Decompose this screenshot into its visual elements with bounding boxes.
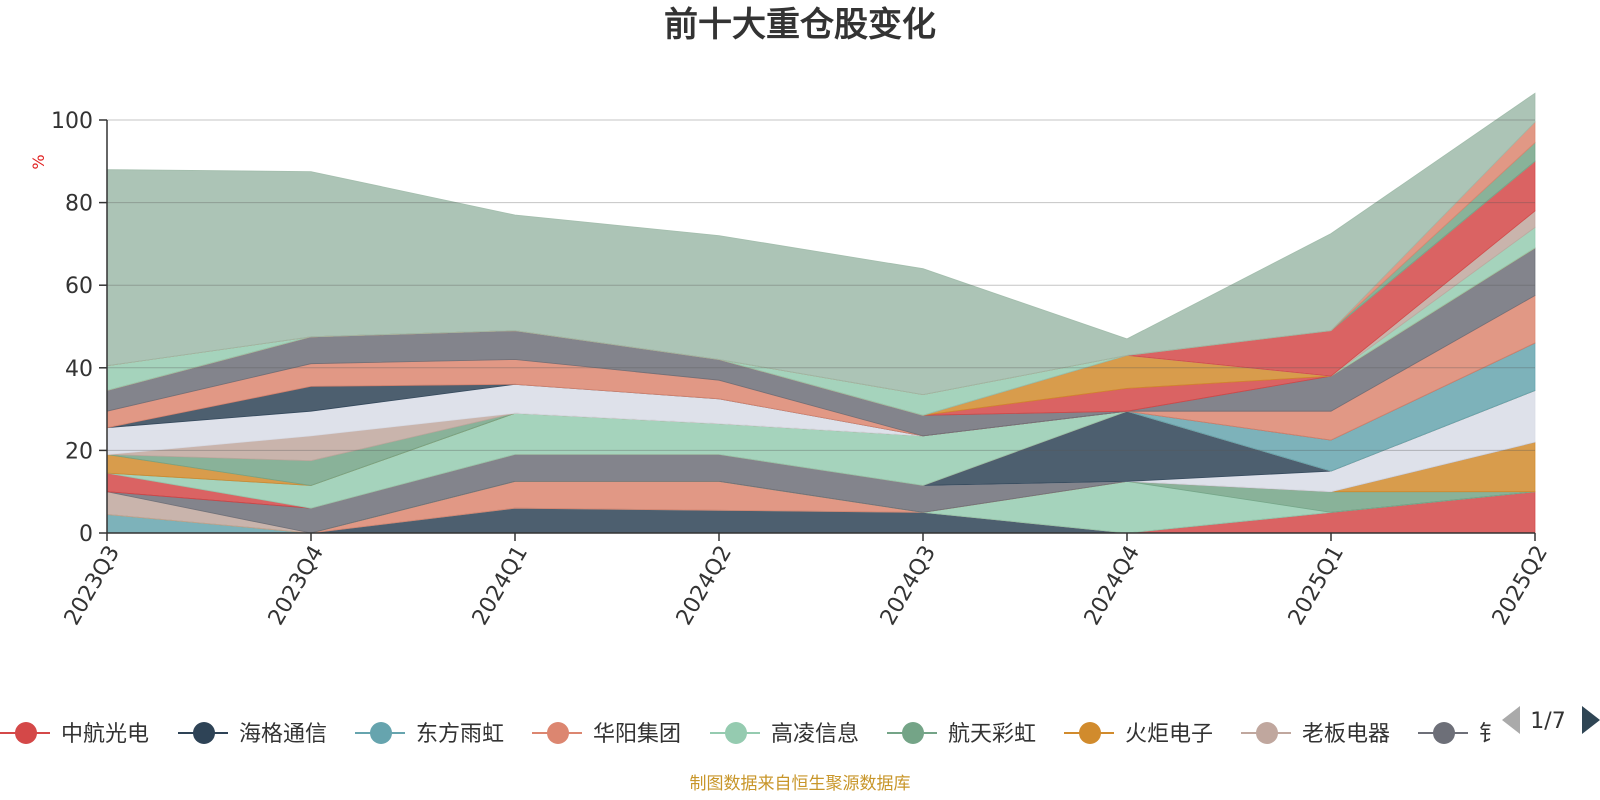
legend-label: 火炬电子 <box>1125 722 1213 747</box>
legend-item[interactable]: 航天彩虹 <box>887 722 1036 747</box>
y-axis-ticks: 0 20 40 60 80 100 <box>51 109 107 547</box>
legend-label: 海格通信 <box>239 722 327 747</box>
legend-item[interactable]: 钅 <box>1418 722 1501 747</box>
chart-title: 前十大重仓股变化 <box>664 5 936 45</box>
legend-label: 东方雨虹 <box>416 722 504 747</box>
x-tick-label: 2024Q2 <box>672 542 737 630</box>
legend-marker <box>547 722 569 744</box>
legend-label: 钅 <box>1479 722 1501 747</box>
x-axis-ticks: 2023Q3 2023Q4 2024Q1 2024Q2 2024Q3 2024Q4 2025… <box>60 533 1553 630</box>
legend-label: 老板电器 <box>1302 722 1390 747</box>
legend: 中航光电 海格通信 东方雨虹 华阳集团 高凌信息 航天彩虹 火炬电子 老板电器 钅 <box>0 722 1501 747</box>
x-tick-label: 2025Q1 <box>1284 542 1349 630</box>
axes <box>106 120 1535 534</box>
y-tick-label: 60 <box>65 274 93 299</box>
y-tick-label: 20 <box>65 439 93 464</box>
legend-item[interactable]: 高凌信息 <box>710 722 859 747</box>
legend-pager: 1/7 <box>1502 706 1600 734</box>
legend-marker <box>370 722 392 744</box>
grid-lines <box>107 119 1535 451</box>
area-layers <box>106 92 1536 534</box>
x-tick-label: 2024Q3 <box>876 542 941 630</box>
legend-item[interactable]: 海格通信 <box>178 722 327 747</box>
legend-marker <box>902 722 924 744</box>
x-tick-label: 2024Q4 <box>1080 542 1145 630</box>
y-tick-label: 40 <box>65 357 93 382</box>
x-tick-label: 2023Q3 <box>60 542 125 630</box>
y-tick-label: 0 <box>79 522 93 547</box>
legend-marker <box>15 722 37 744</box>
x-tick-label: 2025Q2 <box>1488 542 1553 630</box>
legend-label: 航天彩虹 <box>948 722 1036 747</box>
legend-item[interactable]: 老板电器 <box>1241 722 1390 747</box>
x-tick-label: 2024Q1 <box>468 542 533 630</box>
x-tick-label: 2023Q4 <box>264 542 329 630</box>
legend-label: 高凌信息 <box>771 722 859 747</box>
legend-next-page-button[interactable] <box>1582 706 1600 734</box>
legend-prev-page-button[interactable] <box>1502 706 1520 734</box>
legend-label: 中航光电 <box>61 722 149 747</box>
area-series-30 <box>106 92 1536 396</box>
legend-marker <box>1079 722 1101 744</box>
legend-marker <box>1256 722 1278 744</box>
source-note: 制图数据来自恒生聚源数据库 <box>690 774 911 794</box>
legend-marker <box>725 722 747 744</box>
y-tick-label: 100 <box>51 109 93 134</box>
legend-item[interactable]: 中航光电 <box>0 722 149 747</box>
legend-marker <box>193 722 215 744</box>
y-axis-unit: % <box>29 154 48 169</box>
legend-marker <box>1433 722 1455 744</box>
legend-page-indicator: 1/7 <box>1530 709 1565 734</box>
legend-label: 华阳集团 <box>593 722 681 747</box>
y-tick-label: 80 <box>65 192 93 217</box>
legend-item[interactable]: 火炬电子 <box>1064 722 1213 747</box>
legend-item[interactable]: 华阳集团 <box>532 722 681 747</box>
legend-item[interactable]: 东方雨虹 <box>355 722 504 747</box>
